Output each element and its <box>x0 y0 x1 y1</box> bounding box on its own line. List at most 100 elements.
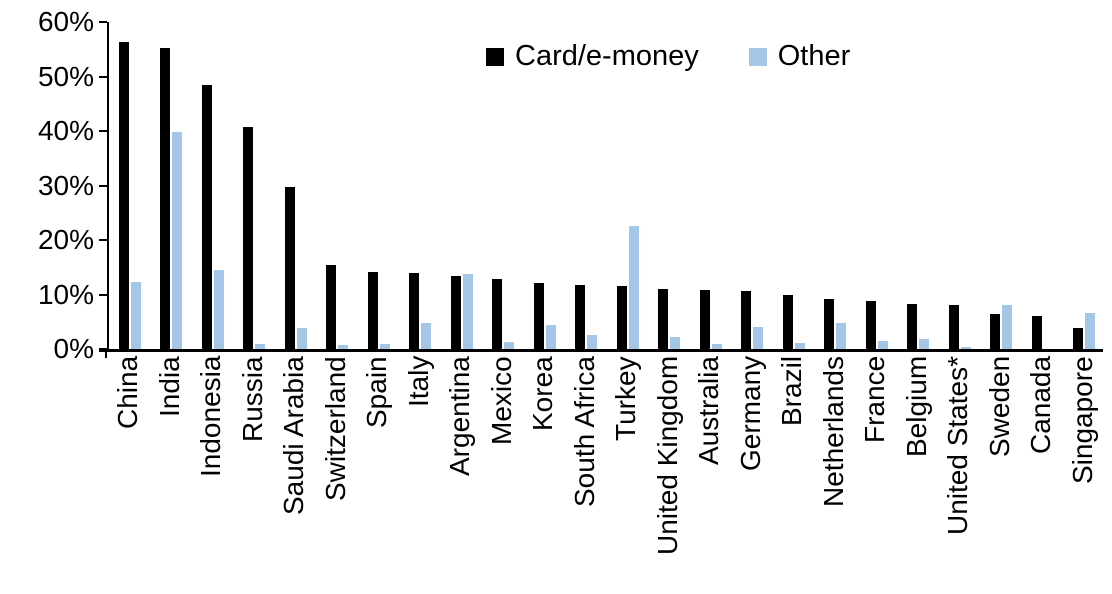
bar-other <box>338 345 349 349</box>
x-axis-label-cell: Netherlands <box>813 356 855 592</box>
x-axis-label-cell: Italy <box>398 356 440 592</box>
card-e-money-swatch-icon <box>486 47 504 66</box>
x-axis-label-cell: Canada <box>1020 356 1062 592</box>
bar-group <box>317 22 359 349</box>
x-axis-label: Singapore <box>1066 356 1098 484</box>
x-axis-label: Australia <box>693 356 725 465</box>
bar-card-e-money <box>326 264 337 349</box>
x-axis-label: South Africa <box>568 356 600 507</box>
x-axis-label: Spain <box>361 356 393 428</box>
bar-other <box>794 342 805 349</box>
x-axis-label-cell: United Kingdom <box>647 356 689 592</box>
bar-group <box>981 22 1023 349</box>
bar-other <box>296 328 307 349</box>
chart-legend: Card/e-money Other <box>486 40 850 73</box>
bar-group <box>275 22 317 349</box>
x-axis-label: Brazil <box>776 356 808 427</box>
x-axis-label-cell: Belgium <box>896 356 938 592</box>
x-axis-label-cell: Korea <box>522 356 564 592</box>
bar-group <box>939 22 981 349</box>
x-axis-label: Korea <box>527 356 559 431</box>
x-axis-label-cell: Germany <box>730 356 772 592</box>
bar-card-e-money <box>824 298 835 349</box>
x-axis-label-cell: Spain <box>356 356 398 592</box>
bar-other <box>213 270 224 349</box>
x-axis-label: United States* <box>942 356 974 535</box>
bar-other <box>1085 312 1096 349</box>
x-axis-label: Germany <box>734 356 766 472</box>
x-axis-label: France <box>859 356 891 444</box>
x-axis-line <box>99 349 1103 352</box>
y-axis-tick <box>99 293 107 296</box>
bar-group <box>400 22 442 349</box>
legend-item-other: Other <box>748 40 850 73</box>
x-axis-label-cell: Sweden <box>979 356 1021 592</box>
x-axis-label: Russia <box>236 356 268 442</box>
bar-group <box>815 22 857 349</box>
x-axis-label: Saudi Arabia <box>278 356 310 515</box>
y-axis-tick <box>99 75 107 78</box>
bar-card-e-money <box>865 301 876 349</box>
bar-other <box>421 323 432 349</box>
bar-card-e-money <box>658 288 669 349</box>
x-axis-label-cell: Saudi Arabia <box>273 356 315 592</box>
x-axis-label-cell: India <box>149 356 191 592</box>
other-swatch-icon <box>748 47 767 66</box>
y-axis-tick-label: 60% <box>37 6 94 37</box>
y-axis-tick-label: 20% <box>37 224 94 255</box>
y-axis-tick <box>99 184 107 187</box>
bar-group <box>192 22 234 349</box>
bar-other <box>753 327 764 349</box>
x-axis-label: Mexico <box>485 356 517 445</box>
bar-card-e-money <box>948 305 959 349</box>
bar-card-e-money <box>450 276 461 349</box>
bar-group <box>690 22 732 349</box>
bar-group <box>649 22 691 349</box>
bar-card-e-money <box>990 313 1001 349</box>
x-axis-label-cell: Turkey <box>605 356 647 592</box>
x-axis-label: China <box>112 356 144 430</box>
y-axis-tick <box>99 130 107 132</box>
bar-other <box>255 343 266 349</box>
bar-card-e-money <box>616 285 627 349</box>
bar-other <box>379 343 390 349</box>
legend-item-card-e-money: Card/e-money <box>486 40 699 73</box>
x-axis-label-cell: United States* <box>937 356 979 592</box>
x-axis-label-cell: Argentina <box>439 356 481 592</box>
y-axis-tick <box>99 21 107 23</box>
bar-other <box>1002 305 1013 349</box>
bar-other <box>877 341 888 349</box>
bar-group <box>441 22 483 349</box>
bar-card-e-money <box>492 279 503 349</box>
bar-group <box>109 22 151 349</box>
y-axis-tick-label: 0% <box>53 333 94 364</box>
bar-other <box>587 335 598 349</box>
bar-group <box>1064 22 1106 349</box>
bar-other <box>172 132 183 349</box>
bar-other <box>504 341 515 349</box>
bar-card-e-money <box>533 282 544 349</box>
bar-group <box>773 22 815 349</box>
x-axis-label-cell: Singapore <box>1062 356 1104 592</box>
x-axis-label: India <box>153 356 185 417</box>
bar-card-e-money <box>1031 316 1042 349</box>
x-axis-origin-tick <box>105 352 107 358</box>
bar-card-e-money <box>782 294 793 349</box>
bar-group <box>1022 22 1064 349</box>
x-axis-label-cell: France <box>854 356 896 592</box>
bar-card-e-money <box>699 289 710 349</box>
bar-card-e-money <box>907 304 918 349</box>
bar-other <box>919 338 930 349</box>
x-axis-label: Netherlands <box>817 356 849 507</box>
bar-group <box>856 22 898 349</box>
bar-group <box>898 22 940 349</box>
bar-other <box>711 343 722 349</box>
bar-card-e-money <box>118 41 129 349</box>
bar-card-e-money <box>160 48 171 349</box>
x-axis-label-cell: China <box>107 356 149 592</box>
bar-other <box>628 226 639 349</box>
bar-card-e-money <box>1073 328 1084 349</box>
bar-group <box>234 22 276 349</box>
bar-card-e-money <box>409 272 420 349</box>
